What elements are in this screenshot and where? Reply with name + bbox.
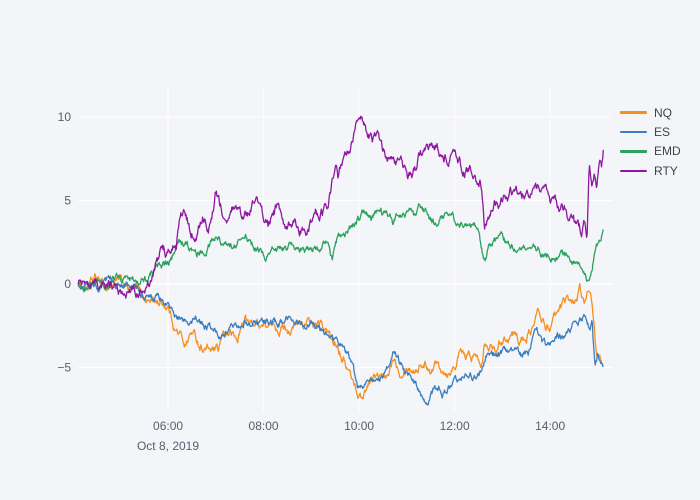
series-line-RTY[interactable] <box>77 115 604 299</box>
legend-item-ES[interactable]: ES <box>620 122 681 141</box>
legend-label: RTY <box>654 163 678 178</box>
legend-label: NQ <box>654 105 672 120</box>
x-axis-date-label: Oct 8, 2019 <box>136 439 200 453</box>
x-tick-label: 06:00 <box>153 419 183 433</box>
x-tick-label: 08:00 <box>249 419 279 433</box>
legend: NQ ES EMD RTY <box>620 103 681 181</box>
series-line-NQ[interactable] <box>77 273 604 400</box>
legend-line-swatch <box>620 150 647 153</box>
legend-label: EMD <box>654 144 681 159</box>
x-tick-label: 10:00 <box>344 419 374 433</box>
series-line-ES[interactable] <box>77 275 604 406</box>
y-tick-label: −5 <box>57 361 71 375</box>
legend-line-swatch <box>620 130 647 134</box>
y-tick-label: 10 <box>58 110 72 124</box>
y-tick-label: 0 <box>64 277 71 291</box>
legend-item-RTY[interactable]: RTY <box>620 161 681 180</box>
legend-item-EMD[interactable]: EMD <box>620 142 681 161</box>
legend-line-swatch <box>620 111 647 114</box>
x-tick-label: 12:00 <box>440 419 470 433</box>
x-tick-label: 14:00 <box>535 419 565 433</box>
legend-line-swatch <box>620 169 647 173</box>
legend-label: ES <box>654 125 671 140</box>
y-tick-label: 5 <box>64 193 71 207</box>
legend-item-NQ[interactable]: NQ <box>620 103 681 122</box>
series-line-EMD[interactable] <box>77 203 604 293</box>
